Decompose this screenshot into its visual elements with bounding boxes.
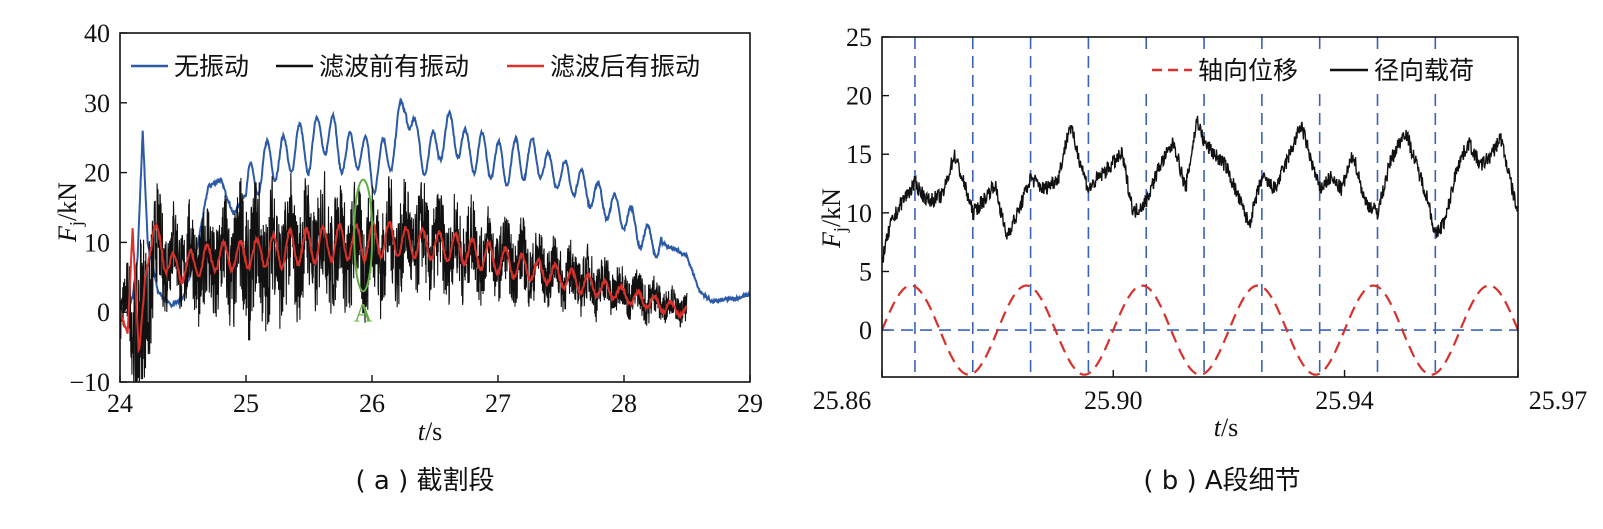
chart-a-y-tick-labels: −10 0 10 20 30 40	[69, 19, 110, 397]
chart-b-legend: 轴向位移 径向载荷	[1140, 52, 1498, 88]
x-axis-label-unit: /s	[425, 417, 442, 446]
legend-label-prefilter: 滤波前有振动	[319, 52, 469, 81]
y-axis-label-var: F	[817, 231, 846, 249]
chart-b-x-axis-label: t/s	[1214, 413, 1239, 442]
x-axis-label-var: t	[418, 417, 426, 446]
y-tick-label: 20	[846, 82, 872, 111]
y-tick-label: 15	[846, 140, 872, 169]
x-tick-label: 26	[359, 389, 385, 418]
y-axis-label-var: F	[53, 225, 82, 243]
y-axis-label-unit: /kN	[817, 188, 846, 227]
chart-a-y-axis-label: Fj/kN	[53, 182, 86, 243]
y-axis-label-sub: j	[830, 227, 850, 233]
x-tick-label: 28	[611, 389, 637, 418]
x-tick-label: 27	[485, 389, 511, 418]
x-tick-label: 24	[107, 389, 133, 418]
legend-label-no-vibration: 无振动	[174, 52, 249, 81]
chart-a-frame	[119, 32, 751, 383]
y-tick-label: 20	[84, 159, 110, 188]
y-tick-label: 25	[846, 23, 872, 52]
chart-a-annotation: A	[353, 178, 374, 327]
chart-a-x-axis-label: t/s	[418, 417, 443, 446]
legend-background	[1140, 52, 1498, 88]
y-tick-label: 5	[859, 257, 872, 286]
chart-a-x-tick-labels: 24 25 26 27 28 29	[107, 389, 763, 418]
chart-b-x-tick-labels: 25.86 25.90 25.94 25.97	[813, 386, 1588, 415]
chart-b-frame	[881, 36, 1519, 378]
chart-a-ticks	[119, 32, 751, 383]
y-tick-label: 30	[84, 89, 110, 118]
series-axial-displacement	[882, 284, 1518, 376]
x-axis-label-unit: /s	[1221, 413, 1238, 442]
x-tick-label: 29	[737, 389, 763, 418]
chart-b-caption: ( b ) A段细节	[1143, 466, 1300, 496]
y-tick-label: 0	[97, 298, 110, 327]
chart-b-reference-lines	[882, 37, 1518, 377]
y-tick-label: 40	[84, 19, 110, 48]
x-tick-label: 25.86	[813, 386, 872, 415]
y-axis-label-sub: j	[66, 221, 86, 227]
y-tick-label: 10	[84, 228, 110, 257]
x-axis-label-var: t	[1214, 413, 1222, 442]
chart-a-plot-area	[120, 97, 750, 382]
chart-b-y-axis-label: Fj/kN	[817, 188, 850, 249]
y-axis-label-unit: /kN	[53, 182, 82, 221]
legend-label-postfilter: 滤波后有振动	[550, 52, 700, 81]
series-postfilter	[120, 219, 688, 354]
y-tick-label: 0	[859, 316, 872, 345]
chart-a-legend: 无振动 滤波前有振动 滤波后有振动	[131, 52, 700, 81]
chart-a: 24 25 26 27 28 29 −10 0 10 20 30 40 无振动 滤波前有振动 滤波后…	[53, 19, 763, 496]
legend-label-radial-load: 径向载荷	[1374, 56, 1474, 85]
y-tick-label: 10	[846, 199, 872, 228]
series-radial-load	[882, 115, 1518, 263]
chart-b: 25.86 25.90 25.94 25.97 0 5 10 15 20 25 轴向位移 径向载…	[813, 23, 1588, 496]
x-tick-label: 25	[233, 389, 259, 418]
x-tick-label: 25.97	[1529, 386, 1588, 415]
series-no-vibration	[120, 97, 750, 315]
legend-label-axial-displacement: 轴向位移	[1198, 56, 1298, 85]
chart-b-plot-area	[882, 115, 1518, 376]
x-tick-label: 25.90	[1084, 386, 1143, 415]
x-tick-label: 25.94	[1315, 386, 1374, 415]
y-tick-label: −10	[69, 368, 110, 397]
chart-b-y-tick-labels: 0 5 10 15 20 25	[846, 23, 872, 345]
series-prefilter	[120, 171, 688, 382]
annotation-ellipse-a	[353, 178, 374, 293]
chart-a-caption: ( a ) 截割段	[355, 466, 494, 496]
annotation-label-a: A	[354, 298, 373, 327]
